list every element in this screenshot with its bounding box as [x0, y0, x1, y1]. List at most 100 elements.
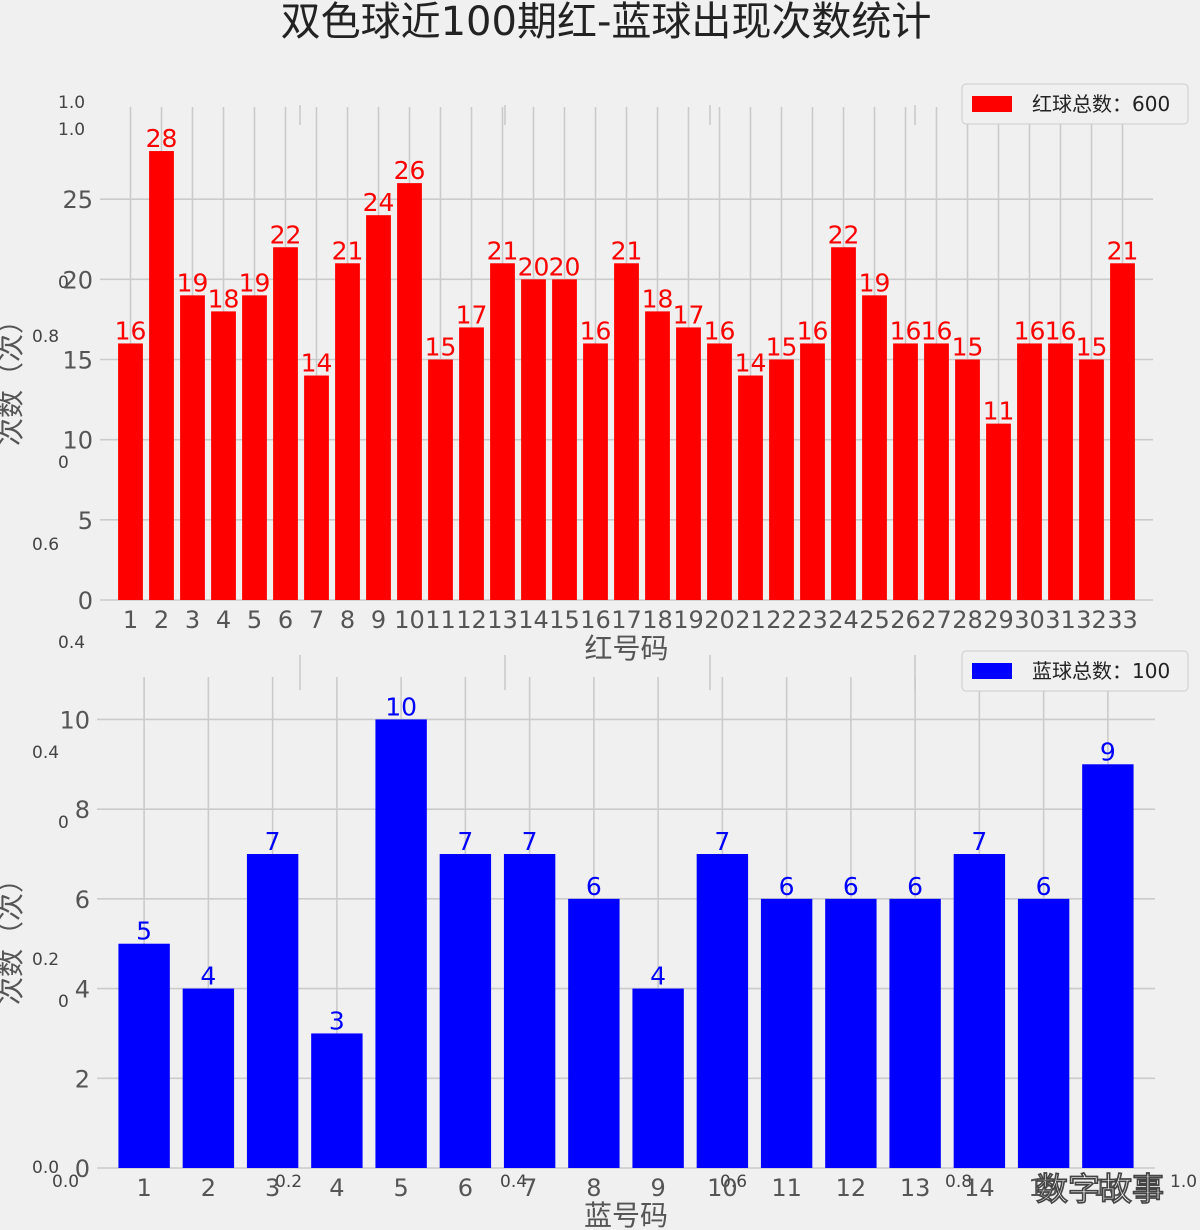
x-tick-label: 2: [154, 606, 169, 634]
x-tick-label: 27: [921, 606, 952, 634]
x-tick-label: 23: [797, 606, 828, 634]
x-tick-label: 17: [611, 606, 642, 634]
bar: [738, 375, 763, 600]
bar: [825, 898, 877, 1168]
bar: [211, 311, 236, 600]
x-tick-label: 14: [518, 606, 549, 634]
bar-value-label: 6: [907, 872, 923, 901]
bar-value-label: 18: [642, 284, 674, 313]
blue-ball-chart: 0246810514273341057677684971061161261371…: [0, 650, 1189, 1230]
legend-swatch: [972, 663, 1012, 679]
bar-value-label: 16: [1045, 316, 1077, 345]
bar: [459, 327, 484, 600]
bar: [428, 359, 453, 600]
bar-value-label: 6: [843, 872, 859, 901]
bar: [862, 295, 887, 600]
bar-value-label: 7: [714, 827, 730, 856]
bar: [311, 1033, 363, 1168]
bar-value-label: 22: [270, 220, 302, 249]
x-tick-label: 12: [836, 1174, 867, 1202]
bar: [924, 343, 949, 600]
legend: 蓝球总数：100: [961, 650, 1189, 692]
bar-value-label: 9: [1100, 737, 1116, 766]
x-tick-label: 29: [983, 606, 1014, 634]
x-tick-label: 2: [201, 1174, 216, 1202]
ghost-tick-left: 0: [58, 992, 69, 1012]
x-tick-label: 11: [425, 606, 456, 634]
x-tick-label: 6: [278, 606, 293, 634]
bar-value-label: 16: [890, 316, 922, 345]
bar-value-label: 28: [146, 124, 178, 153]
x-tick-label: 20: [704, 606, 735, 634]
bar: [986, 423, 1011, 600]
bar: [1017, 898, 1070, 1168]
x-tick-label: 14: [964, 1174, 995, 1202]
ghost-tick-bottom: 1.0: [1170, 1172, 1197, 1192]
y-axis-label: 次数（次）: [0, 306, 27, 446]
bar-value-label: 16: [704, 316, 736, 345]
y-tick-label: 15: [62, 346, 93, 374]
x-tick-label: 30: [1014, 606, 1045, 634]
bar-value-label: 21: [1107, 236, 1139, 265]
bar-value-label: 16: [797, 316, 829, 345]
bar-value-label: 7: [522, 827, 538, 856]
bar-value-label: 19: [859, 268, 891, 297]
x-tick-label: 31: [1045, 606, 1076, 634]
bar: [335, 263, 360, 600]
ghost-tick-bottom: 0.4: [500, 1172, 527, 1192]
red-ball-chart: 0 5 10 15 20 25 16 1 28 2 19 3 18 4 19 5 22 6 14 7 21 8 24 9 26 1…: [0, 83, 1189, 665]
y-tick-label: 10: [62, 427, 93, 455]
ghost-tick-bottom: 0.2: [275, 1172, 302, 1192]
bar: [273, 247, 298, 600]
ghost-tick-bottom: 0.0: [52, 1172, 79, 1192]
bar: [180, 295, 205, 600]
bar-value-label: 14: [735, 349, 767, 378]
ghost-tick-left: 0.2: [32, 950, 59, 970]
bar-value-label: 16: [921, 316, 953, 345]
bar: [375, 719, 427, 1168]
x-tick-label: 9: [371, 606, 386, 634]
x-tick-label: 10: [707, 1174, 738, 1202]
ghost-tick-left: 0.0: [32, 1158, 59, 1178]
x-tick-label: 7: [522, 1174, 537, 1202]
background-grid: [299, 105, 916, 690]
bar: [1110, 263, 1135, 600]
bar: [831, 247, 856, 600]
ghost-tick-left: 1.0: [58, 93, 85, 113]
bar-value-label: 5: [136, 917, 152, 946]
bar: [568, 898, 620, 1168]
bar-value-label: 6: [779, 872, 795, 901]
legend-swatch: [972, 96, 1012, 112]
bar-value-label: 20: [518, 252, 550, 281]
x-tick-label: 9: [650, 1174, 665, 1202]
x-tick-label: 7: [309, 606, 324, 634]
ghost-tick-bottom: 0.6: [720, 1172, 747, 1192]
ghost-tick-left: 1.0: [58, 120, 85, 140]
bar: [149, 151, 174, 600]
x-tick-label: 15: [549, 606, 580, 634]
bar-value-label: 16: [580, 316, 612, 345]
bar-value-label: 4: [650, 962, 666, 991]
y-tick-label: 10: [59, 706, 90, 734]
bar-value-label: 11: [983, 397, 1015, 426]
x-tick-label: 3: [185, 606, 200, 634]
bar: [645, 311, 670, 600]
ghost-tick-left: 0: [58, 813, 69, 833]
x-tick-label: 15: [1028, 1174, 1059, 1202]
y-tick-label: 5: [78, 507, 93, 535]
bar-value-label: 16: [1014, 316, 1046, 345]
bar-value-label: 26: [394, 156, 426, 185]
bar: [800, 343, 825, 600]
bar: [1048, 343, 1073, 600]
x-tick-label: 13: [900, 1174, 931, 1202]
bar: [490, 263, 515, 600]
y-tick-label: 2: [75, 1065, 90, 1093]
bar: [503, 854, 556, 1168]
y-tick-label: 8: [75, 796, 90, 824]
bar: [552, 279, 577, 600]
bar-value-label: 3: [329, 1006, 345, 1035]
bar: [955, 359, 980, 600]
legend: 红球总数：600: [961, 83, 1189, 125]
x-tick-label: 21: [735, 606, 766, 634]
